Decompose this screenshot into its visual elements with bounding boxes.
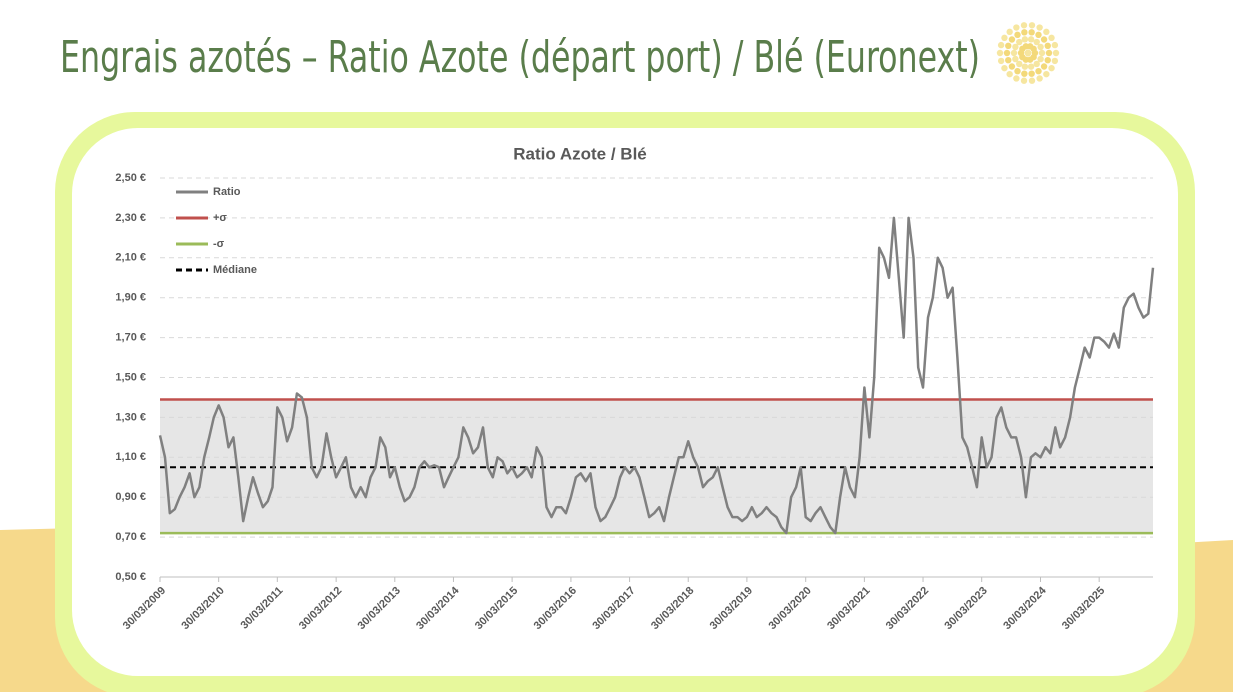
- decoration-dot: [1036, 24, 1043, 31]
- y-tick-label: 0,90 €: [115, 491, 146, 503]
- decoration-dot: [1027, 63, 1035, 70]
- decoration-dot: [1008, 63, 1016, 70]
- decoration-dot: [1028, 70, 1035, 77]
- decoration-dot: [1028, 22, 1036, 29]
- decoration-dot: [1027, 36, 1035, 43]
- decoration-dot: [1021, 29, 1028, 36]
- decoration-dot: [1006, 70, 1013, 78]
- legend-label: +σ: [213, 212, 227, 224]
- decoration-dot: [1044, 56, 1051, 64]
- y-tick-label: 1,50 €: [115, 371, 146, 383]
- page-title: Engrais azotés – Ratio Azote (départ por…: [60, 32, 980, 83]
- decoration-dot: [1012, 55, 1019, 63]
- y-tick-label: 0,70 €: [115, 531, 146, 543]
- decoration-dot: [1014, 31, 1021, 39]
- decoration-dot: [1028, 29, 1035, 36]
- decoration-dot: [1037, 55, 1044, 63]
- decoration-dot: [1044, 42, 1051, 50]
- decoration-dot: [1048, 64, 1055, 72]
- decoration-dot: [1010, 49, 1018, 57]
- decoration-dot: [1030, 45, 1037, 53]
- decoration-dot: [1033, 60, 1040, 68]
- y-tick-label: 1,10 €: [115, 451, 146, 463]
- decoration-dot: [1051, 57, 1059, 65]
- legend-label: Ratio: [213, 186, 241, 198]
- decoration-dot: [1016, 38, 1023, 46]
- decoration-dot: [1001, 34, 1008, 42]
- y-tick-label: 2,50 €: [115, 172, 146, 184]
- decoration-dot: [1038, 49, 1046, 57]
- decoration-dot: [997, 57, 1005, 65]
- decoration-dot: [1020, 22, 1028, 29]
- decoration-dot: [1043, 28, 1050, 36]
- decoration-dot: [1036, 75, 1043, 82]
- decoration-dot: [996, 49, 1004, 57]
- y-tick-label: 2,10 €: [115, 252, 146, 264]
- decoration-dot: [1013, 24, 1020, 31]
- data-line: [158, 216, 1155, 535]
- decoration-dot: [1003, 49, 1011, 57]
- y-tick-label: 1,90 €: [115, 292, 146, 304]
- y-tick-label: 2,30 €: [115, 212, 146, 224]
- decoration-dot: [1024, 49, 1032, 57]
- decoration-dot: [1008, 36, 1016, 43]
- decoration-dot: [1040, 63, 1048, 70]
- y-tick-label: 1,30 €: [115, 411, 146, 423]
- decoration-dot: [1028, 77, 1036, 84]
- decoration-dot: [1048, 34, 1055, 42]
- chart-title: Ratio Azote / Blé: [513, 144, 647, 163]
- decoration: [996, 22, 1060, 84]
- decoration-dot: [1021, 70, 1028, 77]
- decoration-dot: [1021, 36, 1029, 43]
- decoration-dot: [1035, 67, 1042, 75]
- decoration-dot: [1037, 43, 1044, 51]
- decoration-dot: [1051, 41, 1059, 49]
- decoration-dot: [1013, 75, 1020, 82]
- legend-label: Médiane: [213, 264, 257, 276]
- decoration-dot: [1040, 36, 1048, 43]
- decoration-dot: [1006, 28, 1013, 36]
- decoration-dot: [1012, 43, 1019, 51]
- decoration-dot: [1035, 31, 1042, 39]
- y-tick-label: 0,50 €: [115, 571, 146, 583]
- decoration-dot: [1033, 38, 1040, 46]
- decoration-dot: [1016, 60, 1023, 68]
- decoration-dot: [1043, 70, 1050, 78]
- decoration-dot: [1005, 56, 1012, 64]
- decoration-dot: [1020, 77, 1028, 84]
- legend-label: -σ: [213, 238, 225, 250]
- decoration-dot: [997, 41, 1005, 49]
- decoration-dot: [1001, 64, 1008, 72]
- decoration-dot: [1045, 49, 1053, 57]
- y-tick-label: 1,70 €: [115, 332, 146, 344]
- decoration-dot: [1052, 49, 1060, 57]
- decoration-dot: [1005, 42, 1012, 50]
- decoration-dot: [1014, 67, 1021, 75]
- decoration-dot: [1021, 63, 1029, 70]
